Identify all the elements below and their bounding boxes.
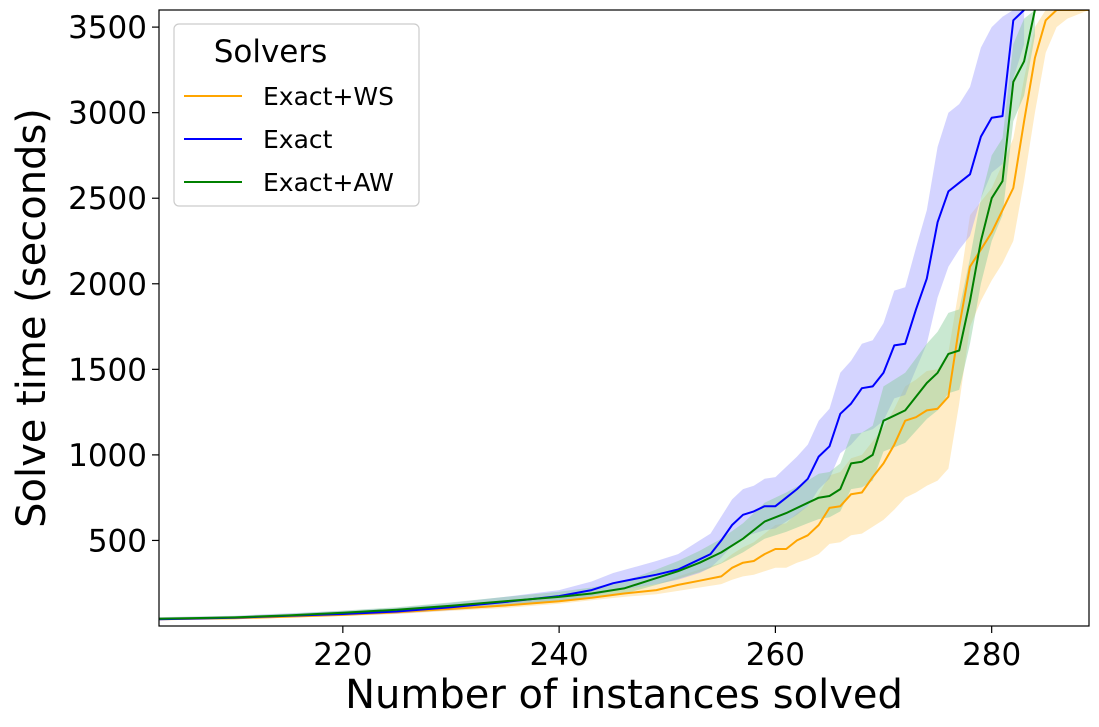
legend-items: Exact+WS Exact Exact+AW: [184, 82, 394, 197]
series-line-exact-ws: [159, 10, 1089, 621]
band-exact: [159, 10, 1025, 620]
legend-box: [173, 23, 420, 207]
legend-label-exact-aw: Exact+AW: [263, 168, 394, 197]
y-tick-label: 500: [88, 523, 147, 559]
y-tick-label: 2000: [68, 267, 147, 303]
plot-area-frame: [158, 9, 1090, 627]
confidence-bands: [159, 10, 1089, 620]
legend-title: Solvers: [214, 34, 328, 70]
y-tick-label: 3000: [68, 96, 147, 132]
x-tick-label: 240: [530, 637, 589, 673]
legend-label-exact-ws: Exact+WS: [263, 82, 394, 111]
legend-label-exact: Exact: [263, 125, 333, 154]
x-tick-label: 280: [962, 637, 1021, 673]
y-axis-title: Solve time (seconds): [9, 108, 55, 528]
y-tick-label: 2500: [68, 181, 147, 217]
series-lines: [159, 10, 1089, 621]
series-line-exact-aw: [159, 10, 1036, 620]
legend: Solvers Exact+WS Exact Exact+AW: [173, 23, 420, 207]
y-tick-label: 1500: [68, 352, 147, 388]
x-axis-title: Number of instances solved: [345, 672, 903, 718]
y-tick-label: 3500: [68, 10, 147, 46]
series-line-exact: [159, 10, 1025, 621]
y-tick-label: 1000: [68, 438, 147, 474]
x-axis: 220 240 260 280: [313, 626, 1021, 673]
x-tick-label: 220: [313, 637, 372, 673]
band-exact-ws: [159, 10, 1089, 620]
x-tick-label: 260: [746, 637, 805, 673]
y-axis: 500 1000 1500 2000 2500 3000 3500: [68, 10, 159, 559]
